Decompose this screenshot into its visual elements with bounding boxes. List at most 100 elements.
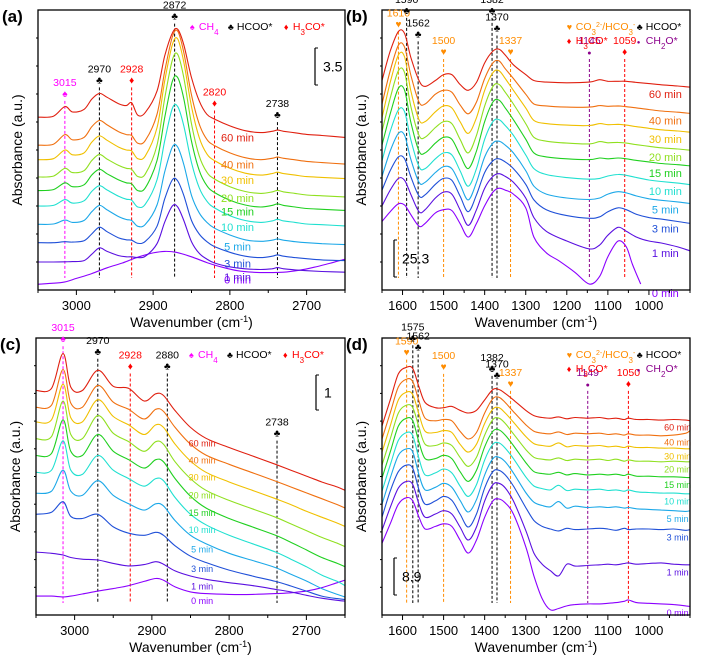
x-tick-label: 2700 (292, 298, 321, 313)
spectrum-40-min (38, 29, 345, 165)
time-label: 3 min (667, 532, 689, 542)
spectra (36, 352, 345, 602)
annotation-lines (397, 17, 626, 278)
legend-marker: ♠ (189, 350, 194, 360)
legend-label: H3CO* (576, 35, 608, 51)
peak-marker-1050: ♦ (626, 379, 631, 390)
x-tick-label: 2800 (215, 623, 244, 638)
spectrum-60-min (38, 27, 345, 138)
time-label: 1 min (667, 567, 689, 577)
time-label: 5 min (224, 241, 251, 253)
spectrum-40-min (36, 368, 345, 509)
spectrum-1-min (36, 551, 345, 602)
peak-label-2928: 2928 (120, 63, 144, 75)
legend-marker: ● (637, 368, 641, 374)
spectrum-5-min (382, 447, 690, 513)
x-tick-label: 2900 (139, 298, 168, 313)
legend-label: CH4 (198, 349, 218, 365)
chart-panel-d: 0 min 1 min 3 min 5 min 10 min 15 min 20 min 30… (346, 321, 691, 655)
peak-label-1590: 1590 (395, 0, 419, 6)
legend-marker: ♠ (190, 22, 195, 32)
spectrum-1-min (382, 173, 690, 252)
peak-marker-1382: ♣ (489, 6, 496, 17)
spectrum-15-min (382, 417, 690, 482)
time-label: 40 min (649, 115, 682, 127)
peak-label-1610: 1610 (387, 8, 411, 20)
scale-bar-label: 8.9 (402, 569, 422, 585)
x-tick-label: 2800 (215, 298, 244, 313)
spectrum-3-min (382, 155, 690, 224)
spectrum-60-min (382, 29, 690, 91)
spectrum-3-min (36, 501, 345, 601)
peak-marker-1500: ♥ (441, 362, 447, 373)
spectrum-0-min (36, 577, 345, 598)
peak-marker-2970: ♣ (96, 75, 103, 86)
x-tick-label: 1400 (470, 298, 499, 313)
spectrum-30-min (38, 37, 345, 180)
time-label: 30 min (664, 451, 691, 461)
chart-panel-c: 0 min 1 min 3 min 5 min 10 min 15 min 20 min 30… (0, 322, 346, 655)
time-label: 1 min (191, 581, 213, 591)
time-label: 1 min (652, 248, 679, 260)
time-label: 3 min (224, 258, 251, 270)
y-axis-label: Absorbance (a.u.) (7, 421, 23, 532)
peak-label-1562: 1562 (406, 17, 430, 29)
legend-label: CH4 (199, 21, 219, 37)
peak-marker-1500: ♥ (441, 47, 447, 58)
x-tick-label: 1300 (511, 623, 540, 638)
panel-label: (b) (346, 7, 368, 26)
time-label: 15 min (189, 508, 216, 518)
legend-marker: ♦ (567, 36, 572, 46)
time-label: 15 min (664, 480, 691, 490)
peak-marker-2880: ♣ (164, 361, 171, 372)
legend-marker: ♣ (227, 350, 233, 360)
spectrum-3-min (382, 464, 690, 532)
time-label: 10 min (664, 496, 691, 506)
plot-frame (37, 9, 346, 291)
peak-label-1575: 1575 (401, 321, 425, 333)
peak-label-1370: 1370 (485, 358, 509, 370)
peak-label-2738: 2738 (266, 98, 290, 110)
peak-label-1370: 1370 (485, 12, 509, 24)
legend-label: HCOO* (237, 21, 273, 33)
x-tick-label: 1300 (511, 298, 540, 313)
peak-label-1337: 1337 (499, 35, 523, 47)
time-label: 15 min (649, 168, 682, 180)
spectrum-10-min (38, 103, 345, 227)
x-axis-label: Wavenumber (cm-1) (129, 639, 252, 655)
annotation-lines (406, 345, 629, 603)
time-label: 20 min (221, 193, 254, 205)
spectrum-20-min (382, 404, 690, 467)
x-axis-label: Wavenumber (cm-1) (475, 639, 598, 655)
x-tick-label: 3000 (62, 298, 91, 313)
legend-label: HCOO* (236, 349, 272, 361)
peak-marker-1590: ♥ (404, 348, 410, 359)
spectra (382, 29, 690, 285)
legend-label: CO32-/HCO3- (576, 349, 636, 365)
time-label: 40 min (189, 455, 216, 465)
spectrum-1-min (382, 480, 690, 577)
y-axis-label: Absorbance (a.u.) (353, 421, 369, 532)
time-label: 20 min (649, 152, 682, 164)
x-tick-label: 1500 (429, 623, 458, 638)
peak-label-1382: 1382 (480, 0, 504, 6)
peak-label-2880: 2880 (156, 349, 180, 361)
peak-marker-2928: ♦ (129, 75, 134, 86)
peak-label-1149: 1149 (576, 367, 599, 379)
peak-label-3015: 3015 (53, 77, 77, 89)
spectrum-1-min (38, 203, 345, 273)
spectrum-15-min (38, 75, 345, 211)
spectrum-10-min (382, 431, 690, 497)
peak-label-1050: 1050 (617, 367, 641, 379)
peak-marker-1370: ♣ (494, 370, 501, 381)
peak-marker-1562: ♣ (415, 29, 422, 40)
time-label: 10 min (221, 222, 254, 234)
spectrum-5-min (36, 469, 345, 598)
panel-label: (c) (0, 335, 21, 354)
spectrum-60-min (36, 352, 345, 491)
spectrum-3-min (38, 177, 345, 262)
time-label: 60 min (649, 89, 682, 101)
peak-marker-1590: ♣ (403, 6, 410, 17)
panel-label: (a) (2, 7, 23, 26)
